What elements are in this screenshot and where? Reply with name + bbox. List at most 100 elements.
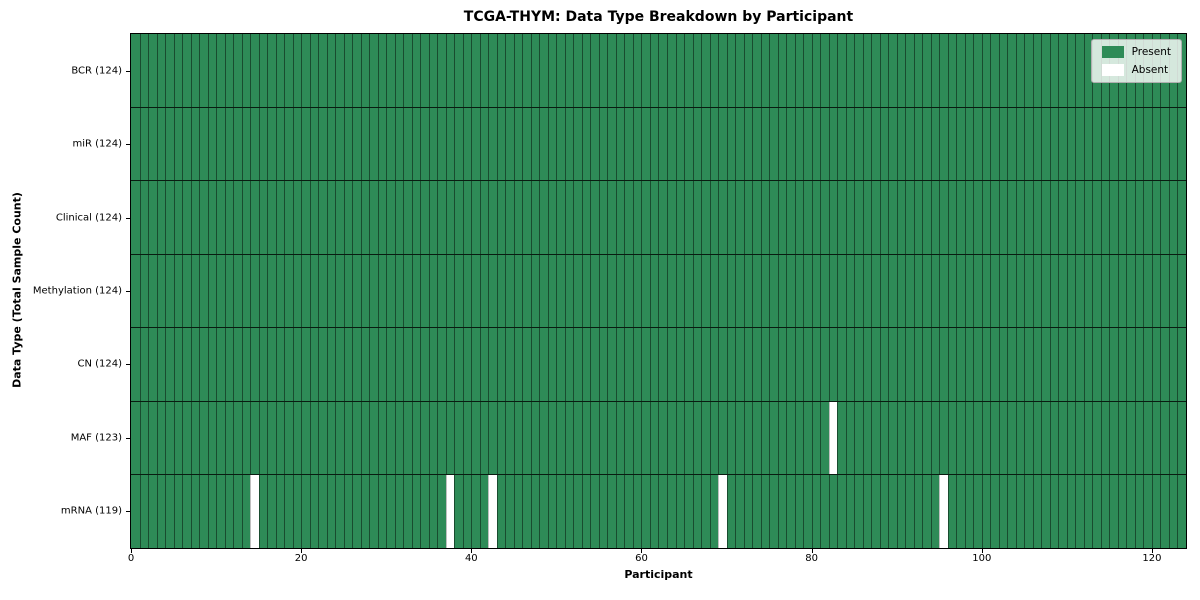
cell-present [692,254,702,328]
cell-present [692,328,702,401]
x-tick-mark [131,549,132,553]
cell-present [292,328,302,401]
cell-present [496,328,506,401]
cell-present [871,107,880,181]
cell-present [632,107,642,181]
cell-present [735,34,744,107]
cell-present [182,328,191,401]
cell-present [998,328,1008,401]
cell-present [530,254,540,328]
cell-present [990,401,999,475]
cell-present [811,401,821,475]
cell-present [343,475,353,549]
cell-present [173,107,183,181]
cell-present [990,107,999,181]
cell-present [820,107,829,181]
cell-present [981,328,991,401]
cell-present [309,401,319,475]
cell-present [428,401,438,475]
cell-present [241,328,251,401]
cell-present [1160,328,1169,401]
cell-present [471,181,480,254]
cell-present [845,475,855,549]
cell-present [939,254,948,328]
cell-present [539,34,548,107]
cell-present [964,107,974,181]
cell-present [845,328,855,401]
cell-present [411,34,421,107]
cell-present [794,475,804,549]
cell-present [352,254,361,328]
cell-present [981,401,991,475]
cell-present [1058,254,1067,328]
cell-present [199,107,208,181]
cell-present [216,401,225,475]
cell-present [701,107,710,181]
cell-present [1117,254,1127,328]
cell-present [769,181,778,254]
cell-present [267,34,276,107]
cell-present [131,401,140,475]
cell-present [896,328,906,401]
cell-present [590,401,599,475]
cell-present [786,328,795,401]
cell-present [437,401,446,475]
cell-present [879,181,889,254]
cell-present [267,107,276,181]
cell-present [1109,181,1118,254]
cell-present [165,254,174,328]
cell-present [564,328,574,401]
cell-present [318,34,327,107]
cell-present [1151,254,1161,328]
cell-present [675,181,685,254]
cell-present [760,107,770,181]
cell-present [207,328,217,401]
cell-present [488,34,497,107]
cell-present [207,475,217,549]
cell-present [675,254,685,328]
cell-present [930,34,940,107]
cell-present [428,328,438,401]
cell-present [556,34,565,107]
cell-present [930,181,940,254]
cell-present [513,254,523,328]
cell-present [496,401,506,475]
cell-present [658,181,667,254]
cell-present [411,475,421,549]
cell-present [709,401,719,475]
cell-present [752,107,761,181]
cell-present [377,181,387,254]
cell-present [258,401,268,475]
cell-present [301,401,310,475]
cell-present [837,475,846,549]
cell-present [1032,34,1042,107]
cell-present [513,328,523,401]
cell-present [437,475,446,549]
cell-present [318,181,327,254]
cell-present [403,475,412,549]
cell-present [837,107,846,181]
cell-present [224,475,234,549]
cell-absent [718,475,727,549]
cell-present [624,34,633,107]
cell-present [777,34,787,107]
cell-present [598,254,608,328]
cell-present [794,181,804,254]
cell-present [803,34,812,107]
cell-present [394,34,404,107]
cell-present [573,328,582,401]
cell-present [360,181,370,254]
cell-present [581,401,591,475]
cell-present [735,107,744,181]
cell-present [335,181,344,254]
cell-present [454,181,463,254]
cell-present [445,34,455,107]
cell-present [369,475,378,549]
cell-present [505,34,514,107]
cell-present [479,34,489,107]
cell-present [352,107,361,181]
cell-present [777,328,787,401]
x-tick-mark [811,549,813,553]
cell-present [964,401,974,475]
cell-present [258,107,268,181]
